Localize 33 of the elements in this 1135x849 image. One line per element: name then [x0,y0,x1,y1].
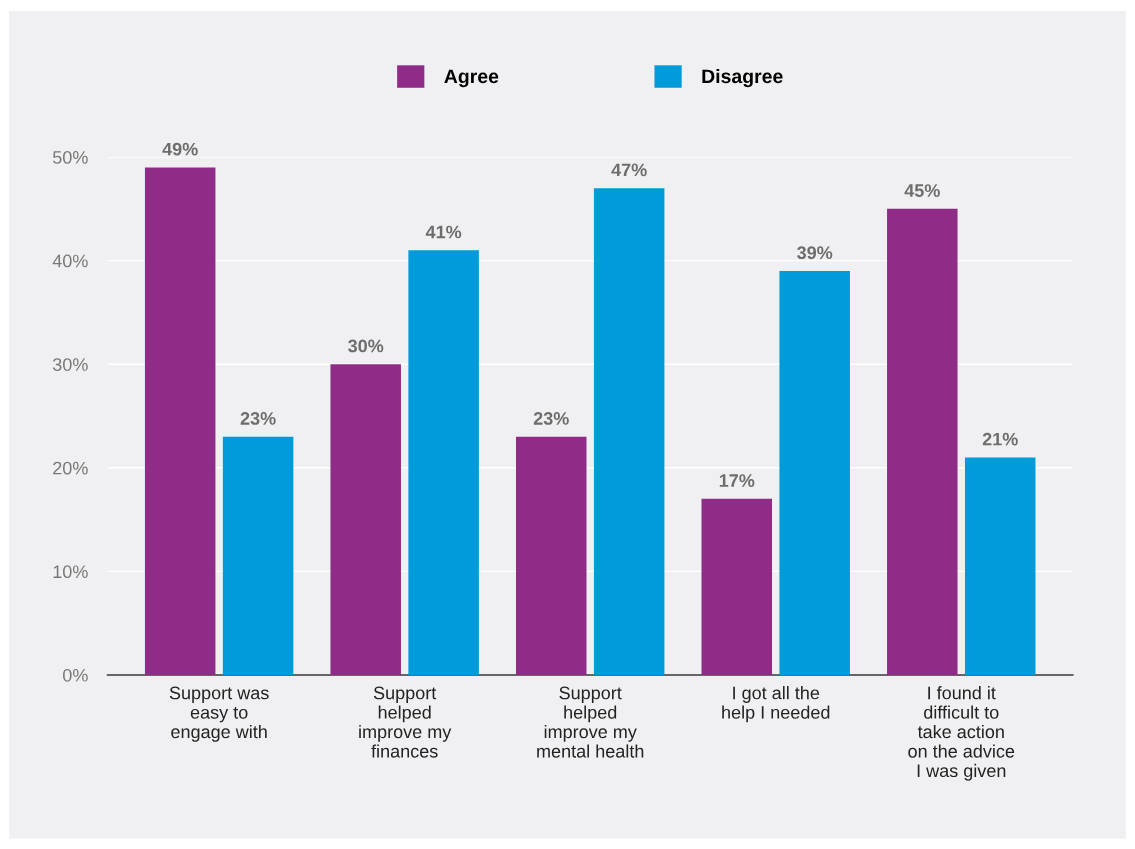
bar [222,436,294,675]
x-tick-label: I found it difficult to take action on the advice I was given [908,686,1015,781]
data-label: 30% [348,339,384,353]
data-label: 21% [982,432,1018,446]
bar [701,498,773,675]
data-label: 49% [162,142,198,156]
legend-label: Agree [444,69,499,88]
y-tick-label: 50% [52,151,88,164]
bar [964,457,1036,675]
bar [779,271,850,675]
x-tick-label: I got all the help I needed [722,686,830,723]
data-label: 17% [719,474,755,487]
y-tick-label: 20% [53,461,88,475]
bar [330,364,401,675]
y-tick-label: 40% [52,254,88,268]
bar [515,436,587,675]
x-tick-label: Support helped improve my finances [359,686,452,758]
data-label: 23% [240,412,276,425]
data-label: 39% [797,246,833,260]
y-tick-label: 10% [53,565,88,579]
y-tick-label: 0% [62,668,88,682]
data-label: 23% [533,412,569,425]
x-tick-label: Support helped improve my mental health [537,686,644,758]
bar [593,188,665,675]
y-tick-label: 30% [52,358,88,371]
bar [144,167,216,675]
data-label: 45% [904,184,940,197]
legend-label: Disagree [702,68,783,88]
bar [887,208,958,675]
data-label: 41% [425,225,462,239]
data-label: 47% [611,163,647,177]
x-tick-label: Support was easy to engage with [169,686,269,742]
bar [408,250,479,675]
